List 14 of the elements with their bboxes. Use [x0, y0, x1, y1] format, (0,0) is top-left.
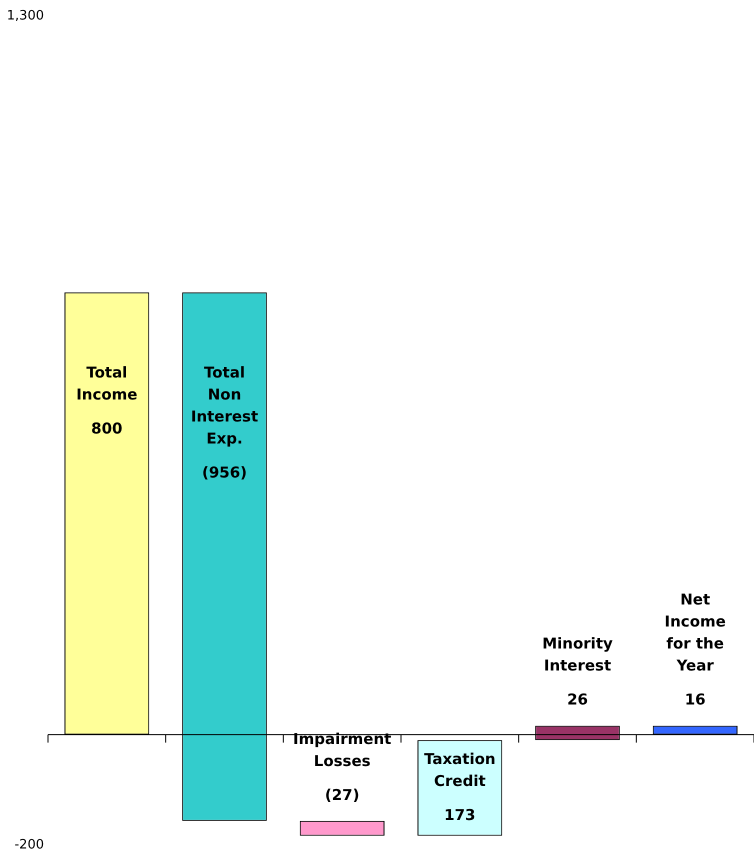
data-label: (956) [202, 463, 248, 482]
data-label: 16 [684, 690, 706, 709]
data-label: 800 [91, 419, 122, 438]
x-tick-label: Impairment Losses [293, 730, 392, 770]
data-label: (27) [324, 786, 360, 804]
x-tick-label: Net Income for the Year [664, 590, 726, 675]
data-label: 173 [444, 806, 476, 824]
y-tick-label: -200 [14, 838, 44, 853]
x-tick-label: Total Non Interest Exp. [190, 363, 258, 448]
x-tick-label: Minority Interest [542, 634, 613, 675]
x-tick-label: Total Income [76, 363, 138, 404]
y-tick-label: 1,300 [6, 8, 44, 24]
data-label: 26 [567, 690, 588, 709]
x-tick-label: Taxation Credit [424, 750, 496, 790]
